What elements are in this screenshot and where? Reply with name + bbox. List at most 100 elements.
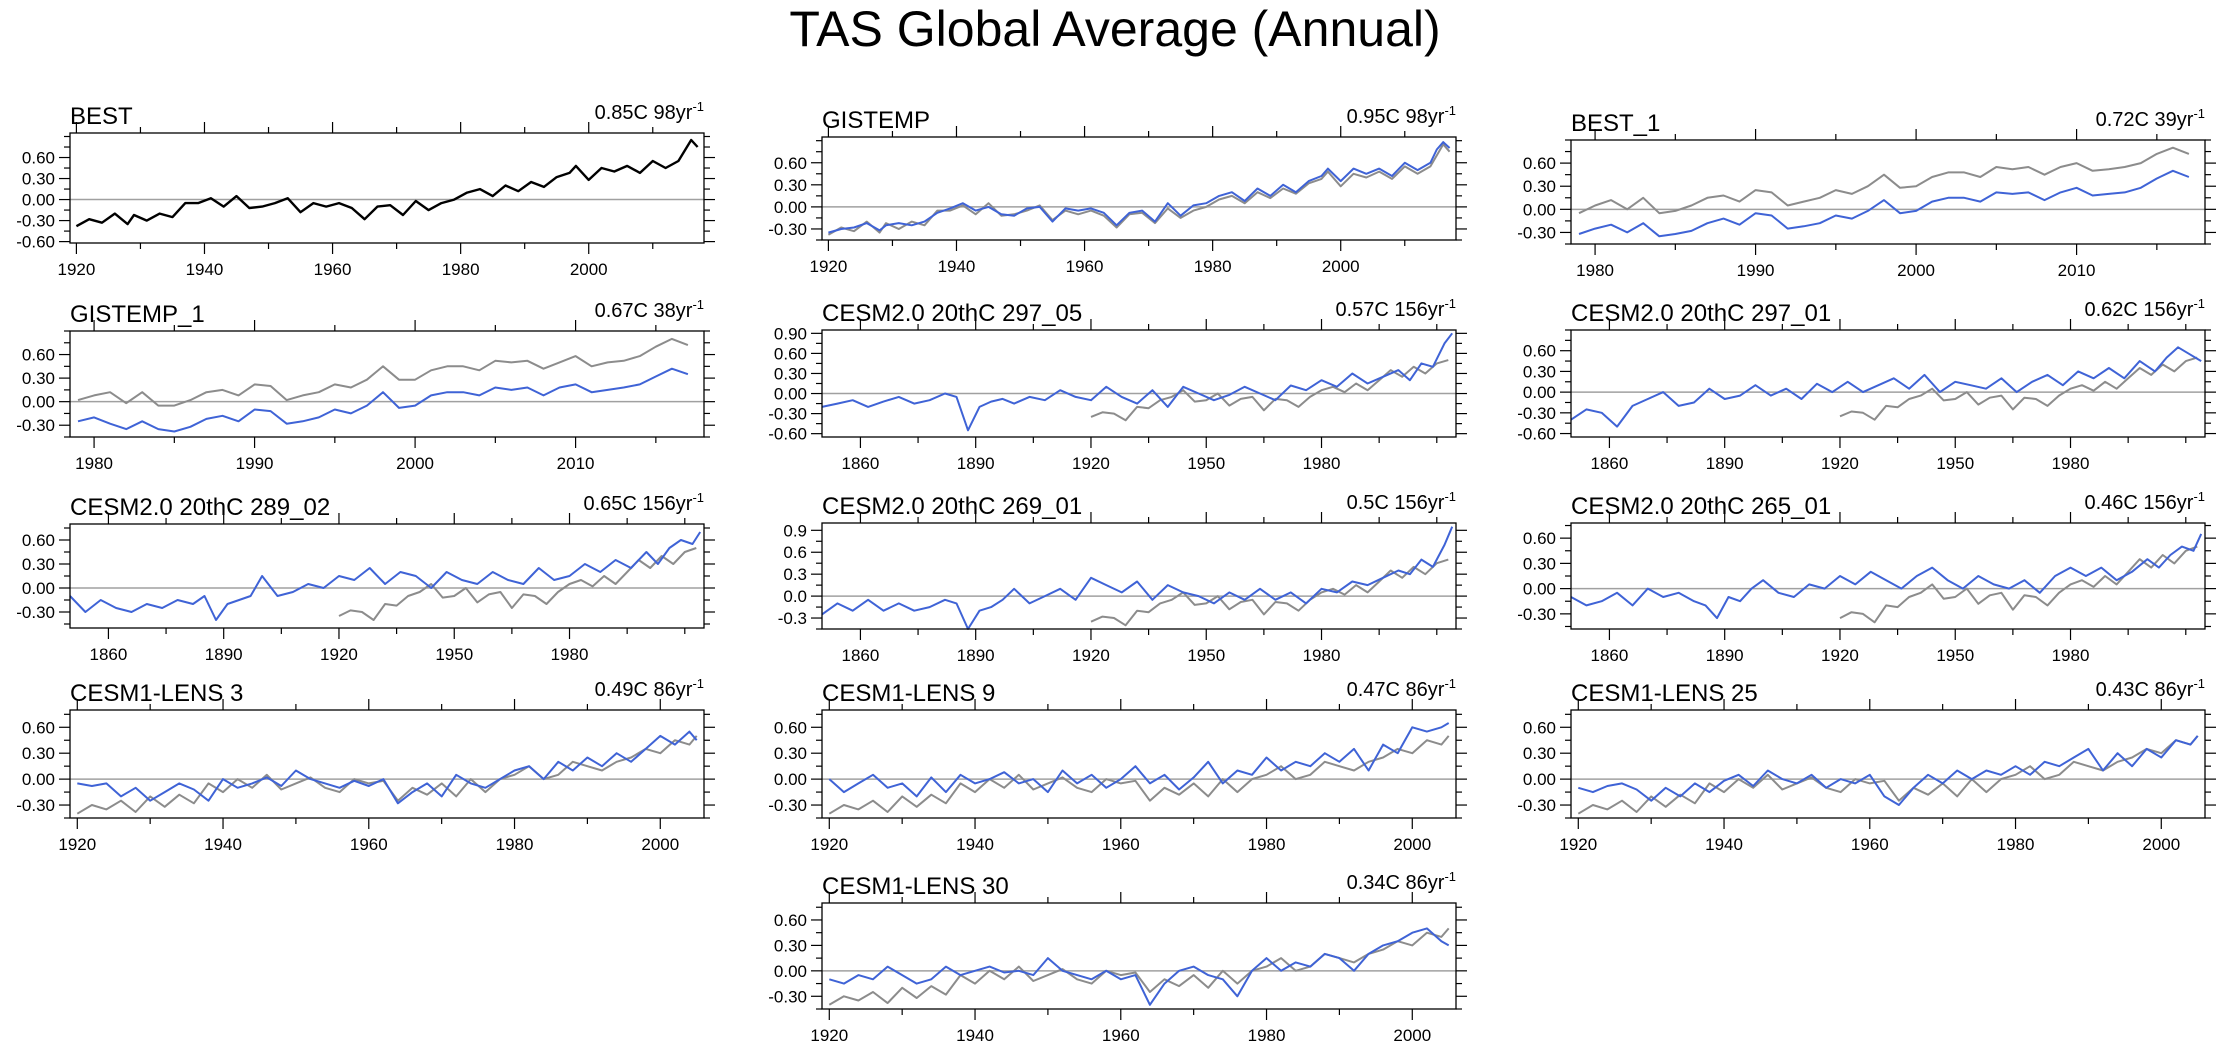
y-tick-label: 0.00 xyxy=(22,770,55,789)
trend-exponent: -1 xyxy=(692,297,704,312)
x-tick-label: 1920 xyxy=(57,260,95,279)
trend-value: 0.47C 86yr xyxy=(1347,679,1445,701)
x-tick-label: 1940 xyxy=(938,257,976,276)
x-tick-label: 1860 xyxy=(842,646,880,665)
x-tick-label: 1940 xyxy=(956,1026,994,1045)
panel-title: CESM1-LENS 30 xyxy=(822,873,1009,900)
y-tick-label: 0.00 xyxy=(1523,580,1556,599)
panel-11: 1920 1940 1960 1980 2000 -0.30 0.00 0.30 0.60 CES… xyxy=(768,676,1467,854)
panel-trend: 0.34C 86yr-1 xyxy=(1347,869,1456,894)
x-tick-label: 1920 xyxy=(1072,646,1110,665)
trend-value: 0.95C 98yr xyxy=(1347,106,1445,128)
x-tick-label: 1960 xyxy=(1851,835,1889,854)
panel-title: CESM2.0 20thC 269_01 xyxy=(822,493,1082,520)
x-tick-label: 1940 xyxy=(204,835,242,854)
y-tick-label: 0.00 xyxy=(22,191,55,210)
y-tick-label: 0.60 xyxy=(1523,529,1556,548)
y-tick-label: 0.30 xyxy=(22,555,55,574)
y-tick-label: 0.30 xyxy=(774,176,807,195)
y-tick-label: 0.00 xyxy=(1523,200,1556,219)
series-line-model xyxy=(1578,735,2199,806)
x-tick-label: 1920 xyxy=(810,835,848,854)
y-tick-label: 0.6 xyxy=(783,543,807,562)
y-tick-label: 0.60 xyxy=(22,149,55,168)
panel-title: CESM2.0 20thC 265_01 xyxy=(1571,493,1831,520)
y-tick-label: -0.30 xyxy=(768,220,807,239)
panel-trend: 0.95C 98yr-1 xyxy=(1347,103,1456,128)
y-tick-label: 0.9 xyxy=(783,521,807,540)
y-tick-label: -0.60 xyxy=(768,425,807,444)
x-tick-label: 1920 xyxy=(58,835,96,854)
y-tick-label: 0.00 xyxy=(774,770,807,789)
plot-frame xyxy=(821,522,1457,630)
y-tick-label: 0.30 xyxy=(1523,362,1556,381)
trend-exponent: -1 xyxy=(2193,296,2205,311)
panel-6: 1860 1890 1920 1950 1980-0.60-0.300.000.300.… xyxy=(1517,296,2216,473)
y-tick-label: 0.30 xyxy=(1523,177,1556,196)
x-tick-label: 1950 xyxy=(1187,454,1225,473)
y-tick-label: 0.60 xyxy=(22,346,55,365)
series-line-reference xyxy=(338,547,697,621)
series-line-model xyxy=(821,332,1453,432)
y-tick-label: 0.00 xyxy=(774,198,807,217)
trend-exponent: -1 xyxy=(2193,106,2205,121)
x-tick-label: 1960 xyxy=(314,260,352,279)
y-tick-label: 0.00 xyxy=(22,393,55,412)
x-tick-label: 2000 xyxy=(1897,261,1935,280)
panel-trend: 0.65C 156yr-1 xyxy=(583,490,704,515)
series-line-model xyxy=(69,531,702,621)
series-line-reference xyxy=(828,927,1450,1006)
panel-7: 1860 1890 1920 1950 1980 -0.30 0.00 0.30 0.60 CES… xyxy=(16,490,715,664)
trend-value: 0.72C 39yr xyxy=(2096,109,2194,131)
x-tick-label: 1960 xyxy=(350,835,388,854)
panel-3: 1980 1990 2000 2010 -0.30 0.00 0.30 0.60 BEST_1 0… xyxy=(1517,106,2216,280)
x-tick-label: 1920 xyxy=(810,1026,848,1045)
plot-frame xyxy=(1570,709,2206,819)
y-tick-label: 0.0 xyxy=(783,587,807,606)
x-tick-label: 1980 xyxy=(496,835,534,854)
series-line-reference xyxy=(76,735,698,815)
y-tick-label: 0.30 xyxy=(22,744,55,763)
y-tick-label: 0.30 xyxy=(22,369,55,388)
y-tick-label: 0.00 xyxy=(1523,383,1556,402)
panel-title: CESM1-LENS 25 xyxy=(1571,680,1758,707)
y-tick-label: 0.60 xyxy=(1523,718,1556,737)
trend-exponent: -1 xyxy=(692,490,704,505)
panel-12: 1920 1940 1960 1980 2000 -0.30 0.00 0.30 0.60 CES… xyxy=(1517,676,2216,854)
x-tick-label: 1920 xyxy=(1072,454,1110,473)
y-tick-label: 0.30 xyxy=(774,364,807,383)
trend-exponent: -1 xyxy=(692,676,704,691)
trend-value: 0.34C 86yr xyxy=(1347,872,1445,894)
series-line-model xyxy=(1570,533,2203,620)
y-tick-label: 0.60 xyxy=(774,344,807,363)
series-line-reference xyxy=(1578,146,2190,215)
trend-value: 0.43C 86yr xyxy=(2096,679,2194,701)
y-tick-label: -0.30 xyxy=(1517,605,1556,624)
series-line-reference xyxy=(1577,735,2199,815)
y-tick-label: 0.30 xyxy=(22,170,55,189)
y-tick-label: -0.30 xyxy=(768,405,807,424)
y-tick-label: -0.30 xyxy=(768,796,807,815)
trend-exponent: -1 xyxy=(1444,869,1456,884)
trend-exponent: -1 xyxy=(1444,676,1456,691)
y-tick-label: 0.60 xyxy=(774,718,807,737)
panel-trend: 0.67C 38yr-1 xyxy=(595,297,704,322)
panel-title: CESM2.0 20thC 289_02 xyxy=(70,494,330,521)
series-line-reference xyxy=(1839,545,2198,624)
panel-trend: 0.62C 156yr-1 xyxy=(2084,296,2205,321)
panel-trend: 0.57C 156yr-1 xyxy=(1335,296,1456,321)
plot-frame xyxy=(69,709,705,819)
series-line-best xyxy=(75,138,699,228)
panel-trend: 0.85C 98yr-1 xyxy=(595,99,704,124)
x-tick-label: 1860 xyxy=(90,645,128,664)
page-title: TAS Global Average (Annual) xyxy=(789,1,1441,57)
x-tick-label: 1960 xyxy=(1066,257,1104,276)
plot-frame xyxy=(69,523,705,629)
x-tick-label: 2000 xyxy=(1322,257,1360,276)
x-tick-label: 2000 xyxy=(2142,835,2180,854)
panel-title: BEST xyxy=(70,103,133,130)
panel-trend: 0.43C 86yr-1 xyxy=(2096,676,2205,701)
series-line-model xyxy=(821,526,1454,630)
panel-title: BEST_1 xyxy=(1571,110,1660,137)
x-tick-label: 2000 xyxy=(1393,835,1431,854)
